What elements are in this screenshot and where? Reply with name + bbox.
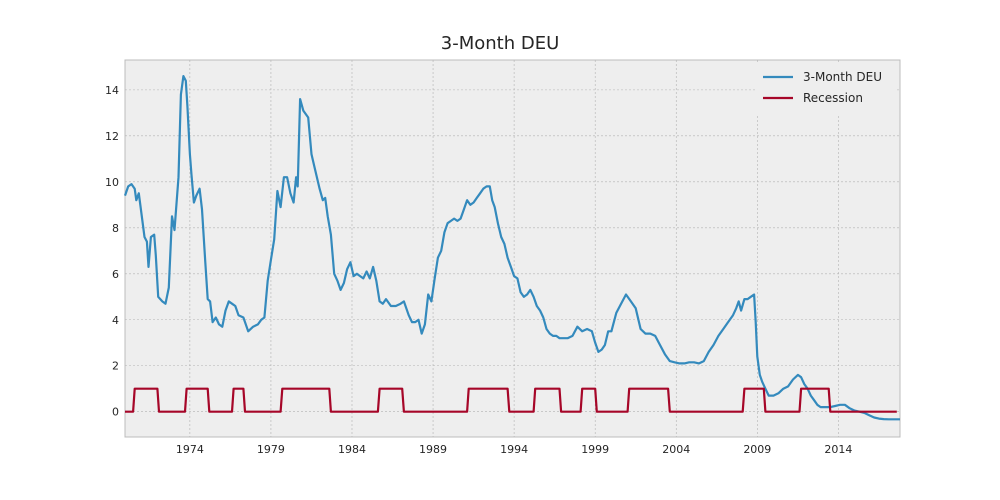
y-tick-label: 8 [112, 222, 119, 235]
y-tick-label: 4 [112, 314, 119, 327]
series-line-3-month-deu [123, 75, 900, 421]
y-tick-label: 2 [112, 360, 119, 373]
y-tick-label: 0 [112, 406, 119, 419]
x-tick-label: 1994 [500, 443, 528, 456]
y-axis-ticks: 0 2 4 6 8 10 12 14 [105, 84, 119, 419]
y-tick-label: 10 [105, 176, 119, 189]
x-tick-label: 1989 [419, 443, 447, 456]
plot-background [124, 59, 901, 438]
y-tick-label: 12 [105, 130, 119, 143]
legend-label: 3-Month DEU [803, 70, 882, 84]
series-lines [123, 75, 900, 421]
y-tick-label: 14 [105, 84, 119, 97]
x-tick-label: 2009 [743, 443, 771, 456]
x-tick-label: 2004 [662, 443, 690, 456]
x-tick-label: 1984 [338, 443, 366, 456]
y-tick-label: 6 [112, 268, 119, 281]
x-axis-ticks: 1974 1979 1984 1989 1994 1999 2004 2009 2014 [176, 443, 853, 456]
x-tick-label: 1999 [581, 443, 609, 456]
x-tick-label: 2014 [824, 443, 852, 456]
legend-box [755, 64, 895, 114]
legend: 3-Month DEU Recession [755, 64, 895, 114]
x-tick-label: 1979 [257, 443, 285, 456]
series-line-recession [125, 387, 897, 413]
legend-label: Recession [803, 91, 863, 105]
chart-title: 3-Month DEU [440, 33, 560, 54]
x-tick-label: 1974 [176, 443, 204, 456]
